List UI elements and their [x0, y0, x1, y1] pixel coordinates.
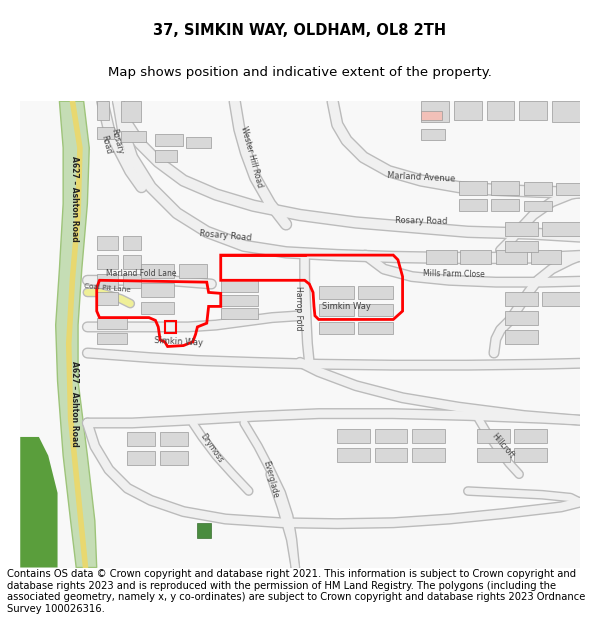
Polygon shape [505, 330, 538, 344]
Polygon shape [319, 304, 354, 316]
Polygon shape [358, 304, 393, 316]
Polygon shape [358, 286, 393, 299]
Polygon shape [142, 264, 174, 278]
Polygon shape [505, 311, 538, 325]
Polygon shape [337, 429, 370, 444]
Polygon shape [160, 451, 188, 465]
Polygon shape [505, 222, 538, 236]
Polygon shape [221, 308, 258, 319]
Text: Marland Avenue: Marland Avenue [387, 171, 455, 184]
Polygon shape [121, 101, 142, 122]
Text: Wester Hill Road: Wester Hill Road [239, 126, 264, 189]
Text: Everglade: Everglade [261, 459, 280, 499]
Polygon shape [487, 101, 514, 120]
Polygon shape [121, 131, 146, 142]
Polygon shape [197, 522, 211, 538]
Polygon shape [421, 129, 445, 141]
Polygon shape [454, 101, 482, 120]
Text: Contains OS data © Crown copyright and database right 2021. This information is : Contains OS data © Crown copyright and d… [7, 569, 586, 614]
Text: Marland Fold Lane: Marland Fold Lane [106, 269, 177, 278]
Text: 37, SIMKIN WAY, OLDHAM, OL8 2TH: 37, SIMKIN WAY, OLDHAM, OL8 2TH [154, 23, 446, 38]
Polygon shape [505, 241, 538, 252]
Polygon shape [374, 429, 407, 444]
Polygon shape [374, 448, 407, 462]
Text: Simkin Way: Simkin Way [154, 336, 203, 348]
Polygon shape [491, 199, 519, 211]
Polygon shape [186, 137, 211, 148]
Text: Coal Pit Lane: Coal Pit Lane [83, 282, 131, 292]
Polygon shape [358, 322, 393, 334]
Polygon shape [155, 134, 184, 146]
Text: Map shows position and indicative extent of the property.: Map shows position and indicative extent… [108, 66, 492, 79]
Polygon shape [142, 302, 174, 314]
Text: Hillcroft: Hillcroft [490, 432, 517, 461]
Polygon shape [319, 322, 354, 334]
Text: Rosary Road: Rosary Road [199, 229, 252, 242]
Polygon shape [496, 251, 527, 264]
Text: Rosary Road: Rosary Road [395, 216, 448, 226]
Polygon shape [426, 251, 457, 264]
Polygon shape [556, 183, 580, 194]
Polygon shape [127, 451, 155, 465]
Polygon shape [97, 274, 118, 288]
Polygon shape [524, 201, 552, 211]
Text: Harrop Fold: Harrop Fold [293, 286, 302, 331]
Polygon shape [491, 181, 519, 194]
Polygon shape [221, 280, 258, 292]
Polygon shape [127, 432, 155, 446]
Polygon shape [221, 295, 258, 306]
Polygon shape [421, 101, 449, 122]
Polygon shape [552, 101, 580, 122]
Polygon shape [97, 332, 127, 344]
Polygon shape [97, 236, 118, 251]
Polygon shape [179, 264, 207, 278]
Polygon shape [412, 429, 445, 444]
Polygon shape [514, 448, 547, 462]
Polygon shape [97, 127, 113, 139]
Polygon shape [97, 318, 127, 329]
Polygon shape [97, 292, 118, 304]
Text: A627 – Ashton Road: A627 – Ashton Road [70, 156, 79, 242]
Polygon shape [477, 448, 510, 462]
Polygon shape [477, 429, 510, 444]
Text: Rosary
Road: Rosary Road [99, 128, 124, 158]
Polygon shape [160, 432, 188, 446]
Polygon shape [531, 251, 561, 264]
Polygon shape [123, 255, 142, 269]
Polygon shape [319, 286, 354, 299]
Polygon shape [524, 182, 552, 194]
Polygon shape [514, 429, 547, 444]
Polygon shape [56, 101, 97, 568]
Polygon shape [542, 222, 580, 236]
Polygon shape [458, 181, 487, 194]
Text: Drymoss: Drymoss [198, 432, 225, 464]
Polygon shape [97, 255, 118, 269]
Polygon shape [412, 448, 445, 462]
Polygon shape [421, 111, 442, 120]
Text: A627 – Ashton Road: A627 – Ashton Road [70, 361, 79, 448]
Polygon shape [337, 448, 370, 462]
Polygon shape [123, 274, 142, 288]
Polygon shape [519, 101, 547, 120]
Bar [165, 321, 176, 332]
Text: Mills Farm Close: Mills Farm Close [423, 269, 485, 279]
Polygon shape [505, 292, 538, 306]
Polygon shape [155, 150, 177, 162]
Polygon shape [142, 283, 174, 297]
Polygon shape [542, 292, 580, 306]
Polygon shape [458, 199, 487, 211]
Polygon shape [97, 101, 109, 120]
Polygon shape [20, 437, 58, 568]
Polygon shape [460, 251, 491, 264]
Polygon shape [123, 236, 142, 251]
Text: Simkin Way: Simkin Way [322, 302, 371, 311]
Polygon shape [20, 101, 580, 568]
